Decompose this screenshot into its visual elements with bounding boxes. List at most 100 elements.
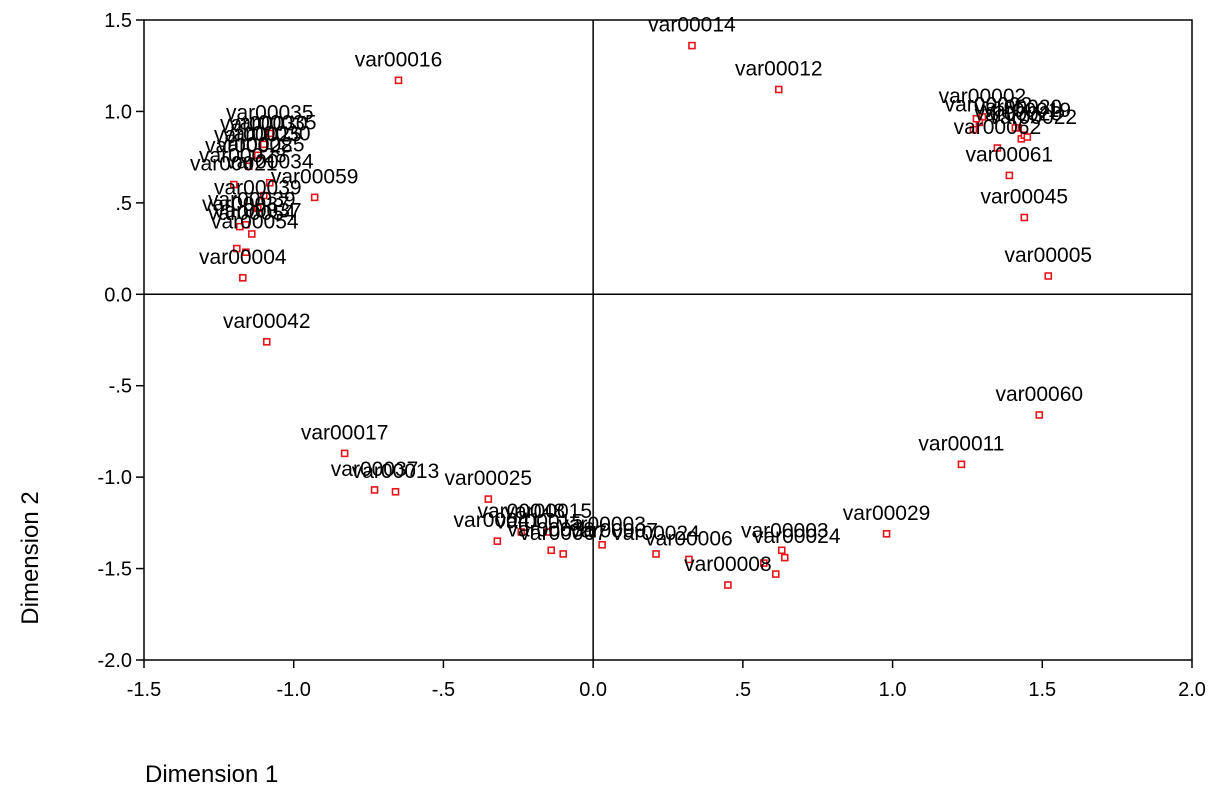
x-tick-label: 1.5 xyxy=(1028,679,1056,701)
data-point-marker xyxy=(969,125,978,134)
data-point-label: var00025 xyxy=(214,123,302,146)
data-point-marker xyxy=(265,178,274,187)
data-point-label: var00011 xyxy=(918,432,1004,455)
data-point-label: var00028 xyxy=(205,134,293,157)
data-point-label: var00020 xyxy=(975,96,1063,119)
data-point-marker xyxy=(370,486,379,494)
data-point-marker xyxy=(493,537,502,545)
data-point-label: var00012 xyxy=(735,57,823,80)
y-axis: 1.5 1.0 .5 0.0 -.5 -1.0 -1.5 -2.0 xyxy=(98,10,144,672)
x-tick-label: 2.0 xyxy=(1178,679,1206,701)
data-point-label: var00013 xyxy=(352,460,440,483)
x-tick-label: -1.5 xyxy=(127,679,161,701)
data-point-marker xyxy=(484,495,493,503)
data-point-marker xyxy=(1023,133,1032,141)
data-point-marker xyxy=(265,129,274,138)
data-point-label: var00029 xyxy=(843,502,931,525)
data-point-marker xyxy=(724,581,732,589)
data-point-marker xyxy=(242,248,250,257)
data-point-label: var00007 xyxy=(570,519,658,542)
y-tick-label: -1.5 xyxy=(98,559,132,581)
y-tick-label: .5 xyxy=(115,193,132,215)
data-point-label: var00034 xyxy=(226,151,314,174)
data-point-label: var00025 xyxy=(217,134,305,157)
data-point-marker xyxy=(1035,411,1044,419)
data-point-label: var00008 xyxy=(684,553,772,576)
data-point-label: var00015 xyxy=(495,510,583,533)
data-point-marker xyxy=(688,41,696,50)
data-point-marker xyxy=(245,162,253,171)
data-point-label: var00003 xyxy=(741,519,829,542)
data-point-label: var00002 xyxy=(939,85,1027,108)
data-point-label: var00035 xyxy=(229,112,317,135)
data-point-marker xyxy=(1011,124,1020,132)
data-point-marker xyxy=(777,546,786,555)
data-point-label: var00025 xyxy=(445,467,533,490)
y-tick-label: 1.0 xyxy=(104,101,132,123)
data-point-label: var00048 xyxy=(477,500,565,523)
x-tick-label: 1.0 xyxy=(879,679,907,701)
plot-border xyxy=(143,19,1193,661)
data-point-marker xyxy=(230,180,238,189)
data-point-label: var00024 xyxy=(612,522,700,545)
x-axis-title: Dimension 1 xyxy=(145,761,278,788)
data-point-label: var00024 xyxy=(753,525,841,548)
data-point-marker xyxy=(1044,272,1053,280)
data-point-marker xyxy=(993,144,1002,152)
data-point-marker xyxy=(559,550,568,558)
data-point-label: var00003 xyxy=(558,513,646,536)
data-point-label: var00037 xyxy=(331,458,419,481)
reference-lines xyxy=(144,20,1192,660)
data-point-label: var00022 xyxy=(990,106,1078,129)
data-point-marker xyxy=(259,191,268,200)
data-point-marker xyxy=(233,244,241,253)
data-point-label: var00016 xyxy=(355,48,443,71)
data-point-label: var00014 xyxy=(648,14,736,37)
data-point-label: var00035 xyxy=(226,101,314,124)
data-point-label: var00004 xyxy=(199,246,287,269)
data-point-label: var00007 xyxy=(519,522,607,545)
data-point-marker xyxy=(685,555,693,564)
data-point-marker xyxy=(882,530,891,538)
data-point-marker xyxy=(394,76,403,85)
x-tick-label: .5 xyxy=(735,679,752,701)
data-points xyxy=(230,41,1053,589)
data-point-marker xyxy=(262,338,271,346)
data-point-label: var00059 xyxy=(271,165,359,188)
data-point-label: var00030 xyxy=(223,123,311,146)
data-point-marker xyxy=(774,85,783,94)
data-point-marker xyxy=(247,230,256,238)
data-point-marker xyxy=(340,449,349,458)
data-point-label: var00020 xyxy=(975,103,1063,126)
data-point-label: var00037 xyxy=(202,193,290,216)
x-tick-label: 0.0 xyxy=(579,679,607,701)
data-point-label: var00015 xyxy=(504,500,592,523)
data-point-label: var00005 xyxy=(1004,244,1092,267)
data-point-label: var00060 xyxy=(996,383,1084,406)
data-point-label: var00054 xyxy=(211,210,299,233)
data-point-marker xyxy=(957,460,966,469)
data-point-marker xyxy=(598,540,606,549)
y-tick-label: -1.0 xyxy=(98,467,132,489)
data-point-label: var00017 xyxy=(301,421,389,444)
data-point-marker xyxy=(544,528,553,536)
data-point-marker xyxy=(1020,213,1029,222)
data-point-label: var00061 xyxy=(966,143,1054,166)
data-point-label: var00042 xyxy=(223,310,311,333)
data-point-marker xyxy=(239,274,247,282)
data-point-marker xyxy=(391,487,400,496)
point-labels: var00016 var00014 var00012 var00035var00030… xyxy=(190,14,1092,576)
data-point-label: var00037 xyxy=(214,199,302,222)
data-point-label: var00039 xyxy=(208,189,296,212)
data-point-marker xyxy=(310,193,319,202)
data-point-label: var00062 xyxy=(954,116,1042,139)
x-axis: -1.5 -1.0 -.5 0.0 .5 1.0 1.5 2.0 xyxy=(127,660,1206,701)
data-point-marker xyxy=(253,204,262,213)
data-point-label: var00054 xyxy=(208,202,296,225)
data-point-marker xyxy=(236,222,244,231)
data-point-label: var00006 xyxy=(645,527,733,550)
y-tick-label: 0.0 xyxy=(104,284,132,306)
data-point-marker xyxy=(972,114,981,123)
data-point-marker xyxy=(259,140,268,149)
